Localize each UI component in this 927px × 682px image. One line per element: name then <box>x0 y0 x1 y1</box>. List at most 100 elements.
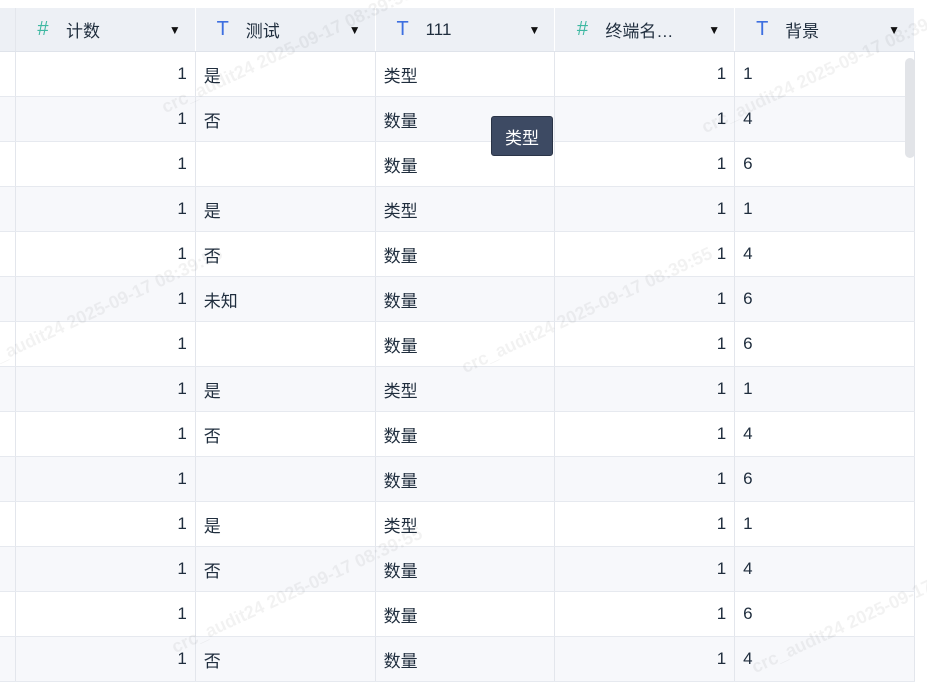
table-cell[interactable]: 4 <box>735 97 915 141</box>
table-cell[interactable]: 数量 <box>376 412 556 456</box>
table-cell[interactable]: 否 <box>196 232 376 276</box>
table-cell[interactable]: 1 <box>555 232 736 276</box>
table-row[interactable]: 1 是类型 1 1 <box>0 187 915 232</box>
table-row[interactable]: 1 否数量 1 4 <box>0 232 915 277</box>
table-row[interactable]: 1 未知 数量 1 6 <box>0 277 915 322</box>
vertical-scrollbar[interactable] <box>905 58 915 158</box>
table-cell[interactable]: 1 <box>555 412 736 456</box>
table-cell[interactable]: 1 <box>555 502 736 546</box>
table-cell[interactable]: 6 <box>735 592 915 636</box>
dropdown-caret-icon[interactable]: ▼ <box>528 22 541 37</box>
dropdown-caret-icon[interactable]: ▼ <box>348 22 361 37</box>
column-header-0[interactable]: # 计数 ▼ <box>16 8 196 51</box>
table-cell[interactable]: 1 <box>555 142 736 186</box>
table-cell[interactable]: 1 <box>16 592 196 636</box>
table-cell[interactable]: 1 <box>16 277 196 321</box>
table-cell[interactable]: 是 <box>196 187 376 231</box>
table-cell[interactable]: 否 <box>196 547 376 591</box>
row-header-cell <box>0 592 16 636</box>
table-cell[interactable]: 类型 <box>376 502 556 546</box>
table-cell[interactable]: 未知 <box>196 277 376 321</box>
table-cell[interactable]: 数量 <box>376 232 556 276</box>
table-cell[interactable]: 4 <box>735 232 915 276</box>
table-cell[interactable]: 1 <box>735 367 915 411</box>
table-row[interactable]: 1 数量 1 6 <box>0 592 915 637</box>
table-cell[interactable]: 1 <box>16 457 196 501</box>
table-row[interactable]: 1 是类型 1 1 <box>0 502 915 547</box>
table-row[interactable]: 1 否数量 1 4 <box>0 97 915 142</box>
table-row[interactable]: 1 否数量 1 4 <box>0 637 915 682</box>
table-cell[interactable]: 6 <box>735 277 915 321</box>
text-icon: T <box>216 18 229 40</box>
row-header-cell <box>0 547 16 591</box>
table-cell[interactable]: 数量 <box>376 457 556 501</box>
table-cell[interactable]: 1 <box>555 457 736 501</box>
table-cell[interactable]: 1 <box>555 322 736 366</box>
table-cell[interactable]: 1 <box>16 322 196 366</box>
table-cell[interactable]: 1 <box>16 142 196 186</box>
column-header-4[interactable]: T 背景 ▼ <box>735 8 915 51</box>
table-cell[interactable]: 数量 <box>376 592 556 636</box>
table-cell[interactable]: 1 <box>16 367 196 411</box>
table-cell[interactable]: 1 <box>555 187 736 231</box>
table-cell[interactable]: 1 <box>555 97 736 141</box>
table-cell[interactable]: 是 <box>196 52 376 96</box>
table-row[interactable]: 1 否数量 1 4 <box>0 412 915 457</box>
table-row[interactable]: 1 数量 1 6 <box>0 322 915 367</box>
table-cell[interactable]: 1 <box>555 367 736 411</box>
table-cell[interactable]: 是 <box>196 367 376 411</box>
dropdown-caret-icon[interactable]: ▼ <box>168 22 181 37</box>
table-row[interactable]: 1 数量 1 6 <box>0 457 915 502</box>
table-cell[interactable]: 1 <box>555 637 736 681</box>
table-row[interactable]: 1 是类型 1 1 <box>0 52 915 97</box>
table-cell[interactable]: 1 <box>735 52 915 96</box>
table-cell[interactable] <box>196 592 376 636</box>
table-cell[interactable]: 1 <box>16 232 196 276</box>
table-cell[interactable]: 类型 <box>376 52 556 96</box>
table-cell[interactable]: 数量 <box>376 637 556 681</box>
table-cell[interactable]: 否 <box>196 412 376 456</box>
table-cell[interactable]: 1 <box>16 97 196 141</box>
column-label: 计数 <box>65 22 100 41</box>
table-cell[interactable]: 1 <box>16 412 196 456</box>
table-cell[interactable]: 4 <box>735 637 915 681</box>
table-cell[interactable]: 1 <box>16 637 196 681</box>
table-cell[interactable] <box>196 457 376 501</box>
column-header-3[interactable]: # 终端名… ▼ <box>555 8 736 51</box>
table-cell[interactable]: 否 <box>196 97 376 141</box>
column-header-1[interactable]: T 测试 ▼ <box>196 8 376 51</box>
table-cell[interactable]: 1 <box>16 187 196 231</box>
dropdown-caret-icon[interactable]: ▼ <box>888 22 900 37</box>
table-cell[interactable]: 否 <box>196 637 376 681</box>
table-cell[interactable]: 1 <box>555 592 736 636</box>
table-cell[interactable]: 1 <box>555 547 736 591</box>
table-cell[interactable]: 4 <box>735 412 915 456</box>
table-cell[interactable]: 是 <box>196 502 376 546</box>
table-row[interactable]: 1 是类型 1 1 <box>0 367 915 412</box>
table-cell[interactable]: 1 <box>735 502 915 546</box>
table-cell[interactable]: 4 <box>735 547 915 591</box>
table-cell[interactable]: 数量 <box>376 97 556 141</box>
table-row[interactable]: 1 数量 1 6 <box>0 142 915 187</box>
table-row[interactable]: 1 否数量 1 4 <box>0 547 915 592</box>
table-cell[interactable]: 类型 <box>376 187 556 231</box>
table-cell[interactable]: 1 <box>16 502 196 546</box>
table-cell[interactable]: 1 <box>555 52 736 96</box>
dropdown-caret-icon[interactable]: ▼ <box>708 22 721 37</box>
table-cell[interactable]: 6 <box>735 457 915 501</box>
table-cell[interactable]: 数量 <box>376 547 556 591</box>
table-cell[interactable] <box>196 142 376 186</box>
table-cell[interactable]: 1 <box>735 187 915 231</box>
table-cell[interactable]: 6 <box>735 142 915 186</box>
table-cell[interactable]: 数量 <box>376 277 556 321</box>
column-header-2[interactable]: T 111 ▼ <box>376 8 556 51</box>
table-cell[interactable]: 数量 <box>376 142 556 186</box>
table-cell[interactable] <box>196 322 376 366</box>
table-cell[interactable]: 类型 <box>376 367 556 411</box>
tooltip: 类型 <box>491 116 553 156</box>
table-cell[interactable]: 1 <box>555 277 736 321</box>
table-cell[interactable]: 数量 <box>376 322 556 366</box>
table-cell[interactable]: 1 <box>16 547 196 591</box>
table-cell[interactable]: 6 <box>735 322 915 366</box>
table-cell[interactable]: 1 <box>16 52 196 96</box>
